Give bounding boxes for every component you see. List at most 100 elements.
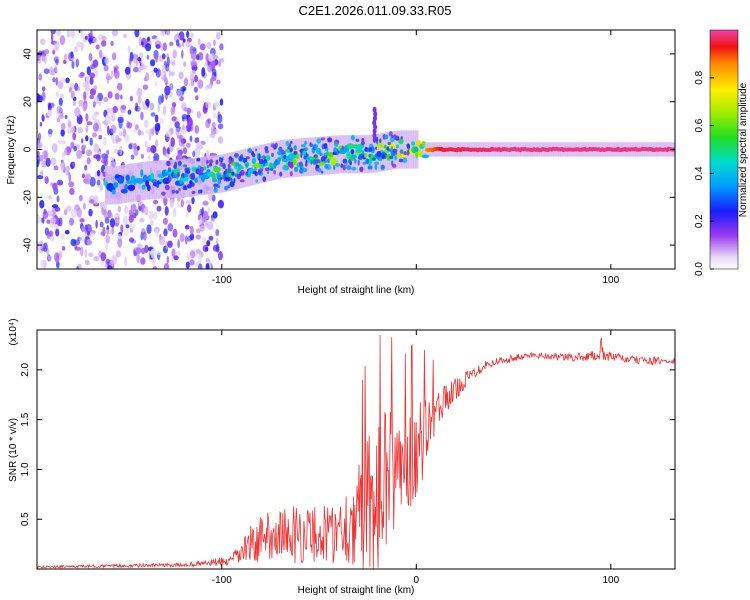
noise-speckle xyxy=(168,69,172,77)
noise-speckle xyxy=(212,55,219,60)
ridge-halo xyxy=(401,130,405,169)
spread-point xyxy=(178,180,184,184)
ridge-point xyxy=(415,151,419,159)
noise-speckle xyxy=(53,165,59,171)
noise-speckle xyxy=(207,64,213,73)
noise-speckle xyxy=(98,135,103,140)
spectrogram-panel: -100 100 -40 -20 0 20 40 Height of straight li… xyxy=(6,29,676,296)
noise-speckle xyxy=(189,135,193,142)
noise-speckle xyxy=(192,150,196,158)
noise-speckle xyxy=(179,233,185,243)
noise-speckle xyxy=(105,114,112,124)
noise-speckle xyxy=(76,143,80,150)
noise-speckle xyxy=(96,170,101,177)
noise-speckle xyxy=(140,257,146,265)
ridge-halo xyxy=(420,142,424,157)
noise-speckle xyxy=(217,136,224,144)
noise-speckle xyxy=(95,44,100,50)
noise-speckle xyxy=(164,206,169,216)
spread-point xyxy=(228,158,232,165)
noise-speckle xyxy=(70,30,76,39)
ridge-halo xyxy=(119,165,123,204)
noise-speckle xyxy=(114,212,120,219)
noise-speckle xyxy=(76,149,83,159)
noise-speckle xyxy=(44,49,50,55)
spread-point xyxy=(310,159,313,165)
noise-speckle xyxy=(63,53,68,61)
noise-speckle xyxy=(114,69,120,79)
y-tick-label: -20 xyxy=(23,190,34,205)
spread-point xyxy=(283,155,287,159)
spread-point xyxy=(206,160,209,164)
noise-speckle xyxy=(44,176,49,185)
noise-speckle xyxy=(39,38,46,45)
spread-point xyxy=(333,165,336,170)
spread-point xyxy=(386,146,389,151)
spread-point xyxy=(245,163,249,169)
noise-speckle xyxy=(112,137,116,144)
noise-speckle xyxy=(184,235,188,245)
noise-speckle xyxy=(206,240,211,247)
noise-speckle xyxy=(185,212,189,218)
noise-speckle xyxy=(146,54,150,60)
noise-speckle xyxy=(102,226,106,237)
noise-speckle xyxy=(165,153,170,159)
snr-panel: -100 0 100 0.5 1.0 1.5 2.0 Height of straight … xyxy=(8,318,676,596)
noise-speckle xyxy=(185,199,192,205)
noise-speckle xyxy=(151,257,156,267)
noise-speckle xyxy=(55,77,59,86)
noise-speckle xyxy=(189,225,194,235)
ridge-point xyxy=(141,184,146,190)
spread-point xyxy=(218,156,222,163)
spread-point xyxy=(277,156,282,162)
noise-speckle xyxy=(84,164,88,171)
noise-speckle xyxy=(117,116,124,124)
noise-speckle xyxy=(176,89,182,99)
noise-speckle xyxy=(135,58,139,67)
colorbar-tick-label: 0.8 xyxy=(694,70,705,84)
noise-speckle xyxy=(165,130,172,137)
spread-point xyxy=(398,158,404,163)
spread-point xyxy=(177,160,182,166)
spread-point xyxy=(178,188,181,191)
noise-speckle xyxy=(38,73,43,81)
noise-speckle xyxy=(218,58,225,63)
spread-point xyxy=(171,189,175,194)
spread-point xyxy=(321,170,324,174)
noise-speckle xyxy=(86,239,92,246)
spread-point xyxy=(359,166,364,173)
ridge-halo xyxy=(396,130,400,169)
noise-speckle xyxy=(81,225,86,233)
noise-speckle xyxy=(107,91,113,99)
noise-speckle xyxy=(70,91,75,99)
noise-speckle xyxy=(101,40,107,47)
noise-speckle xyxy=(151,126,155,136)
ridge-halo xyxy=(196,157,200,196)
noise-speckle xyxy=(90,30,93,36)
noise-speckle xyxy=(49,236,55,241)
noise-speckle xyxy=(170,71,175,76)
spread-point xyxy=(270,143,276,148)
noise-speckle xyxy=(113,148,120,154)
noise-speckle xyxy=(165,30,171,36)
noise-speckle xyxy=(162,105,167,116)
ridge-halo xyxy=(366,135,370,174)
noise-speckle xyxy=(99,221,104,228)
noise-speckle xyxy=(127,45,131,53)
noise-speckle xyxy=(98,250,102,258)
noise-speckle xyxy=(72,101,77,106)
noise-speckle xyxy=(213,39,216,47)
ridge-halo xyxy=(352,135,356,174)
noise-speckle xyxy=(189,45,195,55)
noise-speckle xyxy=(61,166,64,172)
spread-point xyxy=(182,164,188,168)
noise-speckle xyxy=(60,129,65,137)
x-tick-label: 0 xyxy=(414,575,420,586)
noise-speckle xyxy=(112,106,118,114)
noise-speckle xyxy=(103,96,109,103)
noise-speckle xyxy=(67,121,72,129)
noise-speckle xyxy=(56,105,62,114)
spread-point xyxy=(254,171,258,177)
spread-point xyxy=(323,143,328,149)
spread-point xyxy=(383,134,389,140)
